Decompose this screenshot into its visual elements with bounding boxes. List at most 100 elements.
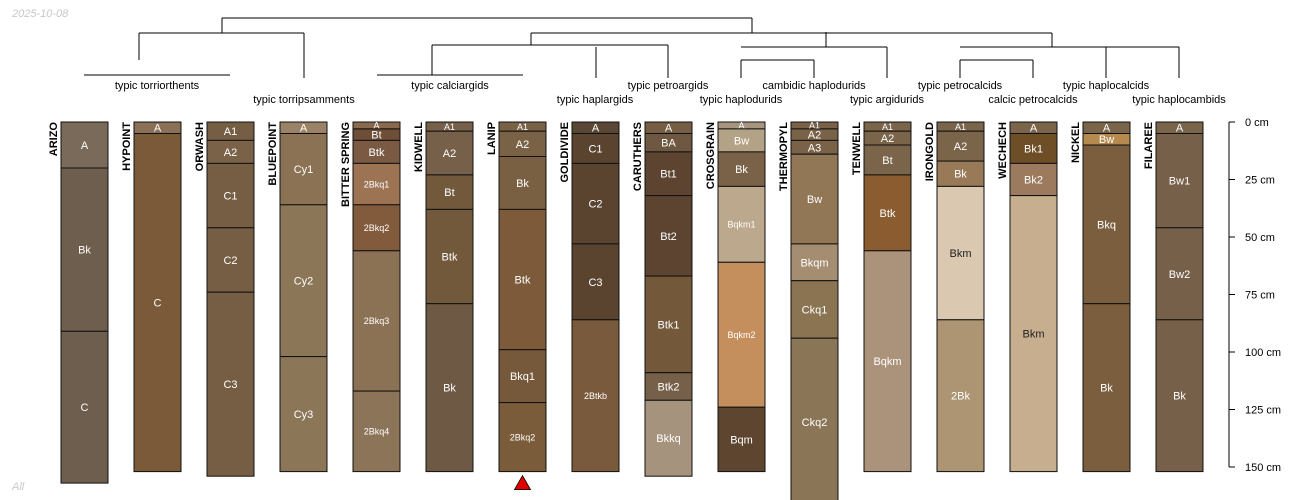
- depth-tick-label-125: 125 cm: [1245, 405, 1281, 417]
- horizon-wechech-bk2: [1009, 162, 1058, 197]
- depth-tick-label-0: 0 cm: [1245, 117, 1269, 129]
- depth-tick-label-150: 150 cm: [1245, 462, 1281, 474]
- horizon-kidwell-bk: [425, 303, 474, 473]
- horizon-label-bitter-spring-a: A: [373, 121, 379, 131]
- horizon-label-goldivide-c1: C1: [588, 143, 602, 155]
- horizon-thermopyl-ckq2: [790, 337, 839, 500]
- dendrogram: [84, 17, 1180, 78]
- horizon-label-tenwell-bt: Bt: [882, 155, 892, 167]
- horizon-arizo-bk: [60, 167, 109, 332]
- horizon-label-kidwell-btk: Btk: [442, 252, 458, 264]
- profile-name-thermopyl: THERMOPYL: [778, 122, 790, 191]
- horizon-label-caruthers-ba: BA: [661, 138, 676, 150]
- horizon-label-hypoint-a: A: [154, 123, 162, 135]
- profile-name-kidwell: KIDWELL: [413, 122, 425, 172]
- horizon-label-bitter-spring-2bkq4: 2Bkq4: [364, 427, 390, 437]
- horizon-label-bluepoint-cy3: Cy3: [294, 409, 314, 421]
- horizon-orwash-c1: [206, 162, 255, 229]
- horizon-label-kidwell-bt: Bt: [444, 187, 454, 199]
- profile-arizo: A Bk C ARIZO: [48, 121, 109, 484]
- horizon-label-thermopyl-ckq2: Ckq2: [802, 417, 828, 429]
- horizon-label-goldivide-2btkb: 2Btkb: [584, 391, 607, 401]
- horizon-label-lanip-a1: A1: [517, 122, 528, 132]
- horizon-tenwell-btk: [863, 174, 912, 252]
- group-label-typic-haplocalcids: typic haplocalcids: [1063, 80, 1150, 92]
- profile-name-bluepoint: BLUEPOINT: [267, 122, 279, 186]
- horizon-kidwell-a2: [425, 130, 474, 176]
- depth-axis: 0 cm 25 cm 50 cm 75 cm 100 cm 125 cm 150 cm: [1228, 117, 1281, 474]
- profile-name-bitter-spring: BITTER SPRING: [340, 122, 352, 207]
- profile-hypoint: A C HYPOINT: [121, 121, 182, 473]
- horizon-hypoint-c: [133, 133, 182, 473]
- horizon-caruthers-bkkq: [644, 399, 693, 477]
- profile-name-lanip: LANIP: [486, 122, 498, 155]
- horizon-label-crosgrain-a: A: [738, 121, 744, 131]
- horizon-label-wechech-bkm: Bkm: [1023, 329, 1045, 341]
- horizon-goldivide-c3: [571, 243, 620, 321]
- horizon-label-nickel-bw: Bw: [1099, 134, 1114, 146]
- profile-irongold: A1 A2 Bk Bkm 2Bk IRONGOLD: [924, 121, 985, 473]
- horizon-label-lanip-bkq1: Bkq1: [510, 371, 535, 383]
- horizon-caruthers-btk1: [644, 275, 693, 374]
- horizon-label-bitter-spring-2bkq2: 2Bkq2: [364, 223, 390, 233]
- horizon-crosgrain-bqm: [717, 406, 766, 473]
- profile-caruthers: A BA Bt1 Bt2 Btk1 Btk2 Bkkq CARUTHERS: [632, 121, 693, 477]
- horizon-label-wechech-a: A: [1030, 123, 1038, 135]
- horizon-label-bitter-spring-bt: Bt: [371, 130, 381, 142]
- horizon-label-thermopyl-a3: A3: [808, 142, 821, 154]
- horizon-label-bitter-spring-2bkq1: 2Bkq1: [364, 179, 390, 189]
- horizon-tenwell-bqkm: [863, 250, 912, 473]
- horizon-crosgrain-bqkm1: [717, 185, 766, 263]
- horizon-label-goldivide-c3: C3: [588, 277, 602, 289]
- horizon-label-crosgrain-bw: Bw: [734, 135, 749, 147]
- horizon-label-irongold-a2: A2: [954, 141, 967, 153]
- profile-filaree: A Bw1 Bw2 Bk FILAREE: [1143, 121, 1204, 473]
- horizon-goldivide-2btkb: [571, 319, 620, 473]
- group-label-typic-torripsamments: typic torripsamments: [253, 94, 355, 106]
- horizon-goldivide-c1: [571, 133, 620, 164]
- profile-name-wechech: WECHECH: [997, 122, 1009, 179]
- horizon-label-bluepoint-cy1: Cy1: [294, 164, 314, 176]
- horizon-label-thermopyl-a2: A2: [808, 130, 821, 142]
- horizon-label-thermopyl-a1: A1: [809, 121, 820, 131]
- horizon-bluepoint-cy1: [279, 133, 328, 206]
- profile-goldivide: A C1 C2 C3 2Btkb GOLDIVIDE: [559, 121, 620, 473]
- depth-tick-label-50: 50 cm: [1245, 232, 1275, 244]
- horizon-label-caruthers-a: A: [665, 123, 673, 135]
- horizon-irongold-2bk: [936, 319, 985, 473]
- group-labels: typic torriorthents typic torripsamments t…: [115, 80, 1226, 106]
- horizon-label-filaree-bk: Bk: [1173, 391, 1186, 403]
- horizon-label-irongold-2bk: 2Bk: [951, 391, 970, 403]
- group-label-calcic-petrocalcids: calcic petrocalcids: [988, 94, 1078, 106]
- profile-name-goldivide: GOLDIVIDE: [559, 122, 571, 183]
- profile-name-hypoint: HYPOINT: [121, 122, 133, 171]
- horizon-label-goldivide-a: A: [592, 123, 600, 135]
- horizon-label-filaree-a: A: [1176, 123, 1184, 135]
- horizon-goldivide-c2: [571, 162, 620, 245]
- horizon-label-lanip-bk: Bk: [516, 178, 529, 190]
- horizon-label-tenwell-a2: A2: [881, 133, 894, 145]
- horizon-label-filaree-bw2: Bw2: [1169, 269, 1190, 281]
- horizon-lanip-2bkq2: [498, 402, 547, 473]
- group-label-typic-calciargids: typic calciargids: [411, 80, 489, 92]
- horizon-filaree-bk: [1155, 319, 1204, 473]
- profile-lanip: A1 A2 Bk Btk Bkq1 2Bkq2 LANIP: [486, 121, 547, 473]
- profile-nickel: ABw Bkq Bk NICKEL: [1070, 121, 1131, 473]
- horizon-irongold-bkm: [936, 185, 985, 321]
- horizon-caruthers-btk2: [644, 372, 693, 401]
- horizon-label-filaree-bw1: Bw1: [1169, 176, 1190, 188]
- horizon-label-kidwell-a2: A2: [443, 148, 456, 160]
- horizon-caruthers-bt2: [644, 195, 693, 277]
- profile-name-orwash: ORWASH: [194, 122, 206, 171]
- horizon-label-caruthers-btk1: Btk1: [657, 319, 679, 331]
- horizon-label-orwash-a2: A2: [224, 147, 237, 159]
- horizon-label-crosgrain-bqm: Bqm: [730, 434, 753, 446]
- horizon-label-lanip-2bkq2: 2Bkq2: [510, 432, 536, 442]
- horizon-thermopyl-bkqm: [790, 243, 839, 282]
- horizon-label-wechech-bk2: Bk2: [1024, 174, 1043, 186]
- horizon-label-arizo-a: A: [81, 140, 89, 152]
- horizon-label-irongold-bk: Bk: [954, 169, 967, 181]
- horizon-label-irongold-a1: A1: [955, 122, 966, 132]
